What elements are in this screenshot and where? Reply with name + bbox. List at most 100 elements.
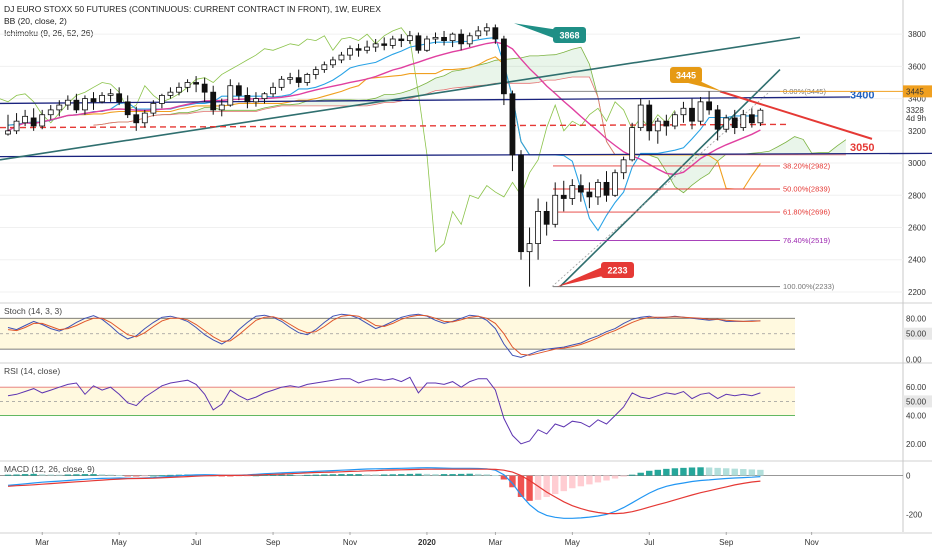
price-tick-label: 3400 xyxy=(908,95,926,104)
stoch-d-line xyxy=(7,314,761,356)
macd-histogram-bar xyxy=(261,475,268,476)
macd-histogram-bar xyxy=(697,467,704,476)
macd-histogram-bar xyxy=(723,468,730,476)
stoch-tick-label: 80.00 xyxy=(906,314,927,323)
candle-body xyxy=(663,120,670,127)
candle-body xyxy=(535,210,541,245)
macd-tick-label: -200 xyxy=(906,510,923,519)
axis-badge-label: 3445 xyxy=(906,87,924,96)
macd-histogram-bar xyxy=(534,475,542,500)
rsi-tick-label: 40.00 xyxy=(906,412,927,421)
candle-body xyxy=(329,59,336,66)
macd-histogram-bar xyxy=(304,474,311,476)
price-tick-label: 3600 xyxy=(908,62,926,71)
candle-body xyxy=(347,48,353,56)
candle-body xyxy=(406,35,413,42)
ichimoku-tenkan-line xyxy=(7,37,761,232)
candle-body xyxy=(586,191,593,198)
macd-histogram-bar xyxy=(4,474,12,476)
macd-histogram-bar xyxy=(731,468,738,476)
candle-body xyxy=(253,98,259,103)
time-axis-label: Nov xyxy=(343,538,357,547)
candle-body xyxy=(731,117,738,129)
macd-histogram-bar xyxy=(167,474,174,476)
macd-histogram-bar xyxy=(680,467,687,476)
macd-histogram-bar xyxy=(628,474,636,476)
macd-histogram-bar xyxy=(432,474,439,476)
candle-body xyxy=(364,46,371,51)
price-tick-label: 3200 xyxy=(908,127,926,136)
macd-histogram-bar xyxy=(329,474,337,476)
candle-body xyxy=(287,77,294,80)
macd-histogram-bar xyxy=(466,473,473,476)
candle-body xyxy=(244,94,251,103)
candle-body xyxy=(475,30,482,37)
axis-badge-label: 4d 9h xyxy=(906,114,926,123)
candle-body xyxy=(500,38,507,95)
candle-body xyxy=(141,112,148,124)
macd-histogram-bar xyxy=(175,474,183,476)
stoch-tick-label: 0.00 xyxy=(906,355,922,364)
candle-body xyxy=(595,181,601,198)
candle-body xyxy=(5,130,11,135)
macd-histogram-bar xyxy=(81,474,89,476)
macd-histogram-bar xyxy=(286,474,294,476)
candle-body xyxy=(748,114,755,124)
time-axis-label: Mar xyxy=(488,538,502,547)
level-3400-label: 3400 xyxy=(850,90,874,102)
price-tick-label: 2800 xyxy=(908,191,926,200)
macd-histogram-bar xyxy=(440,474,448,476)
falling-resistance-line xyxy=(719,90,873,140)
macd-histogram-bar xyxy=(611,475,619,479)
candle-body xyxy=(218,104,225,111)
macd-histogram-bar xyxy=(227,475,234,477)
stoch-tick-label: 50.00 xyxy=(906,330,927,339)
stoch-k-line xyxy=(7,313,761,358)
macd-histogram-bar xyxy=(124,475,131,477)
candle-body xyxy=(261,93,268,100)
macd-histogram-bar xyxy=(90,474,97,476)
time-axis-label: Jul xyxy=(191,538,201,547)
candle-body xyxy=(193,82,200,85)
candle-body xyxy=(235,85,242,96)
candle-body xyxy=(757,109,764,124)
axis-badge-bg xyxy=(903,85,932,98)
macd-histogram-bar xyxy=(415,473,422,476)
candle-body xyxy=(637,104,644,129)
candle-body xyxy=(577,185,584,193)
candle-body xyxy=(82,98,88,111)
axis-badge-bg xyxy=(903,327,932,340)
time-axis-label: May xyxy=(565,538,580,547)
macd-histogram-bar xyxy=(637,472,644,476)
candle-body xyxy=(569,185,576,199)
macd-histogram-bar xyxy=(577,475,585,487)
macd-histogram-bar xyxy=(483,474,490,476)
candle-body xyxy=(620,159,627,174)
candle-body xyxy=(449,33,456,42)
macd-histogram-bar xyxy=(47,474,54,476)
macd-histogram-bar xyxy=(500,475,508,480)
macd-histogram-bar xyxy=(30,473,37,476)
macd-histogram-bar xyxy=(492,475,499,477)
macd-histogram-bar xyxy=(363,474,371,476)
resistance-level-line xyxy=(0,96,851,105)
macd-histogram-bar xyxy=(278,474,285,476)
macd-histogram-bar xyxy=(663,468,670,476)
macd-histogram-bar xyxy=(526,475,533,501)
candle-body xyxy=(706,101,712,111)
candle-body xyxy=(518,154,524,253)
candle-body xyxy=(672,114,678,127)
candle-body xyxy=(99,94,105,103)
candle-body xyxy=(398,38,405,42)
price-tick-label: 2200 xyxy=(908,288,926,297)
candle-body xyxy=(338,54,345,61)
candle-body xyxy=(184,82,191,88)
candle-body xyxy=(278,78,285,88)
macd-histogram-bar xyxy=(517,475,525,497)
candle-body xyxy=(432,36,439,40)
price-tick-label: 2600 xyxy=(908,224,926,233)
macd-histogram-bar xyxy=(748,469,756,476)
candle-body xyxy=(543,210,550,225)
macd-histogram-bar xyxy=(398,474,405,476)
